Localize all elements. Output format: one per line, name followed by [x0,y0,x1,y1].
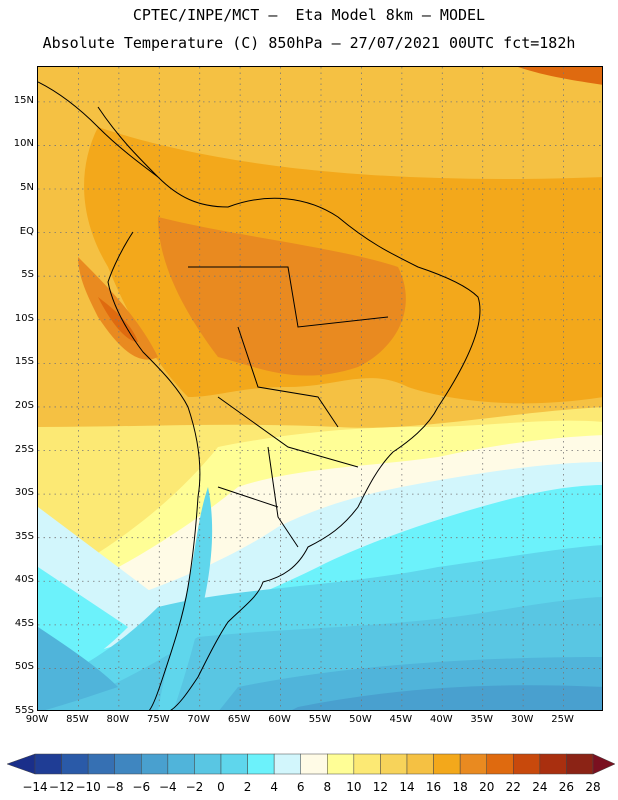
longitude-label: 80W [106,714,130,725]
colorbar-label: 14 [399,780,415,794]
colorbar-label: 0 [217,780,225,794]
colorbar-label: −2 [185,780,204,794]
colorbar-high-extension [592,753,616,775]
latitude-label: 5N [20,182,34,194]
coastlines [38,81,481,710]
colorbar-swatch [459,753,487,775]
colorbar-label: 8 [323,780,332,794]
map-title-line1: CPTEC/INPE/MCT – Eta Model 8km – MODEL [132,6,486,24]
latitude-label: 50S [14,661,34,673]
colorbar-label: 4 [270,780,278,794]
longitude-label: 40W [429,714,453,725]
temperature-map [37,66,603,711]
longitude-label: 85W [66,714,89,725]
latitude-label: 15N [13,94,34,106]
field-andes-cold [158,487,213,710]
field-hot-interior [158,217,406,376]
colorbar-label: 10 [346,780,362,794]
colorbar-label: 26 [558,780,575,794]
colorbar-swatch [194,753,222,775]
colorbar-label: 22 [505,780,521,794]
colorbar-label: 16 [425,780,442,794]
colorbar-label: −4 [158,780,177,794]
latitude-label: 25S [14,443,34,455]
field-caribbean-hot [518,67,602,85]
colorbar-label: 28 [585,780,601,794]
longitude-label: 25W [551,714,574,725]
longitude-label: 65W [227,714,251,725]
longitude-label: 30W [510,714,534,725]
colorbar-swatch [34,753,62,775]
colorbar-swatch [566,753,594,775]
colorbar-label: 2 [243,780,252,794]
colorbar-label: −14 [22,780,48,794]
lat-lon-grid [38,67,602,710]
colorbar-label: 6 [296,780,305,794]
country-borders [188,266,389,548]
latitude-label: 5S [21,269,34,281]
colorbar-label: 12 [372,780,389,794]
map-title-line2: Absolute Temperature (C) 850hPa – 27/07/… [42,34,576,52]
colorbar-swatch [406,753,434,775]
colorbar-label: −10 [75,780,101,794]
colorbar-swatch [220,753,248,775]
latitude-label: 15S [14,356,34,368]
latitude-label: 45S [14,617,34,629]
colorbar-swatch [513,753,541,775]
colorbar-low-extension [6,753,36,775]
colorbar-label: 20 [479,780,495,794]
latitude-label: 10S [14,312,34,324]
colorbar-swatch [167,753,195,775]
longitude-label: 75W [146,714,170,725]
field-peru-orange [78,257,158,360]
pacific-coast [107,231,201,710]
longitude-label: 60W [268,714,291,725]
colorbar-swatch [353,753,381,775]
latitude-label: 55S [14,705,34,716]
colorbar [6,753,616,775]
colorbar-swatch [87,753,115,775]
colorbar-swatch [247,753,275,775]
colorbar-swatch [539,753,567,775]
colorbar-swatch [114,753,142,775]
latitude-label: 35S [14,530,34,542]
longitude-label: 35W [470,714,494,725]
temperature-field [38,67,602,710]
colorbar-swatch [486,753,514,775]
field-band-minus4 [292,685,602,710]
latitude-label: 10N [13,138,34,150]
colorbar-label: −6 [132,780,151,794]
colorbar-swatch [141,753,169,775]
colorbar-label: −12 [48,780,75,794]
colorbar-label: −8 [105,780,124,794]
colorbar-swatch [300,753,328,775]
longitude-label: 55W [308,714,332,725]
colorbar-swatch [273,753,301,775]
longitude-label: 70W [187,714,211,725]
colorbar-label: 24 [532,780,548,794]
colorbar-swatch [433,753,461,775]
longitude-label: 45W [389,714,413,725]
latitude-label: 20S [14,399,34,411]
colorbar-swatch [380,753,408,775]
latitude-label: 30S [14,487,34,499]
colorbar-swatch [327,753,355,775]
longitude-label: 50W [349,714,372,725]
atlantic-coast [97,106,481,710]
longitude-label: 90W [25,714,49,725]
colorbar-label: 18 [452,780,468,794]
latitude-label: EQ [19,225,34,237]
central-america-coast [38,81,159,178]
colorbar-swatch [61,753,89,775]
latitude-label: 40S [14,574,34,586]
